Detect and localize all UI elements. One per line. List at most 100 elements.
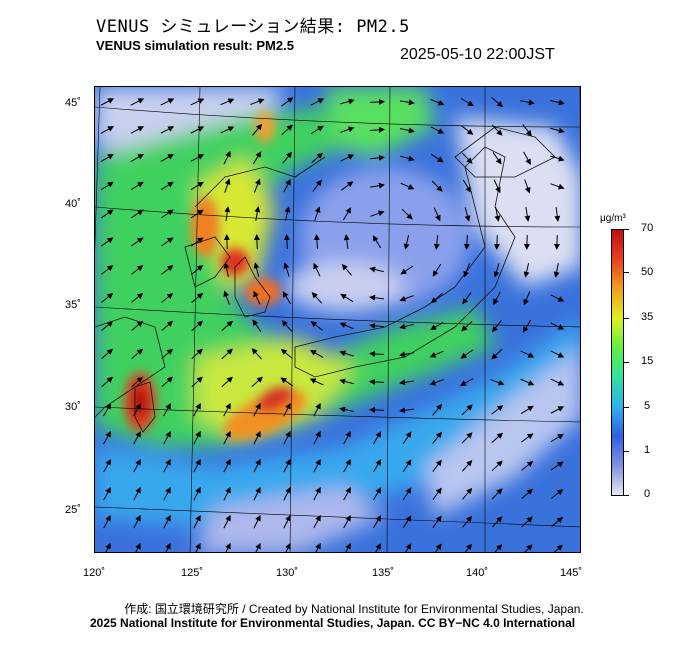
wind-arrow	[252, 151, 262, 165]
wind-arrow	[133, 403, 141, 417]
colorbar-label-15: 15	[641, 355, 654, 367]
wind-arrow	[550, 322, 565, 330]
wind-arrow	[551, 489, 564, 499]
wind-arrow	[309, 378, 324, 386]
wind-arrow	[313, 514, 321, 529]
wind-arrow	[340, 293, 354, 303]
wind-arrow	[223, 486, 231, 501]
wind-arrow	[463, 263, 471, 278]
wind-arrow	[103, 486, 111, 501]
wind-arrow	[105, 542, 111, 552]
wind-arrow	[343, 458, 351, 473]
wind-arrow	[550, 350, 565, 358]
wind-arrow	[101, 237, 114, 247]
wind-arrow	[405, 543, 412, 552]
wind-arrow	[191, 292, 204, 303]
colorbar-label-50: 50	[641, 266, 654, 278]
wind-arrow	[101, 348, 114, 359]
wind-arrow	[490, 379, 505, 386]
wind-arrow	[161, 237, 174, 247]
wind-arrow	[131, 265, 144, 275]
wind-arrow	[432, 515, 442, 528]
wind-arrow	[462, 292, 472, 305]
wind-arrow	[223, 430, 231, 445]
wind-arrow	[252, 123, 263, 136]
wind-arrow	[253, 402, 261, 417]
wind-arrow	[523, 291, 531, 306]
wind-arrow	[163, 458, 171, 473]
wind-arrow	[253, 430, 261, 445]
wind-arrow	[253, 178, 261, 193]
wind-arrow	[554, 206, 561, 222]
wind-arrow	[190, 209, 204, 219]
lat-label-40: 40˚	[65, 198, 81, 210]
wind-arrow	[101, 376, 114, 387]
colorbar-tick	[624, 407, 629, 408]
wind-arrow	[524, 544, 533, 552]
wind-arrow	[460, 97, 474, 107]
wind-arrow	[195, 542, 201, 552]
colorbar-tick	[624, 362, 629, 363]
wind-arrow	[550, 406, 565, 414]
wind-arrow	[402, 431, 412, 445]
wind-arrow	[343, 430, 351, 445]
wind-arrow	[521, 433, 534, 443]
wind-arrow	[369, 378, 385, 385]
lon-label-135: 135˚	[372, 567, 395, 579]
wind-arrow	[190, 126, 205, 134]
wind-arrow	[191, 348, 203, 360]
wind-arrow	[461, 404, 473, 416]
wind-arrow	[133, 431, 141, 445]
wind-arrow	[130, 98, 145, 106]
wind-arrow	[491, 97, 504, 108]
wind-arrow	[373, 487, 382, 501]
wind-arrow	[251, 348, 263, 360]
wind-arrow	[224, 206, 231, 221]
wind-arrow	[161, 265, 174, 275]
wind-arrow	[342, 207, 352, 221]
wind-arrow	[131, 348, 144, 359]
wind-arrow	[399, 351, 414, 358]
wind-arrow	[430, 293, 443, 304]
wind-arrow	[282, 151, 293, 164]
wind-arrow	[339, 322, 354, 330]
wind-arrow	[520, 405, 534, 415]
wind-arrow	[524, 179, 531, 194]
wind-arrow	[253, 262, 260, 277]
wind-arrow	[491, 405, 504, 415]
wind-arrow	[223, 262, 230, 277]
wind-arrow	[191, 265, 204, 275]
wind-arrow	[369, 322, 385, 329]
wind-arrow	[493, 263, 500, 278]
wind-arrow	[343, 234, 350, 250]
wind-arrow	[282, 291, 292, 305]
wind-arrow	[430, 153, 444, 163]
wind-arrow	[369, 406, 385, 413]
wind-arrow	[432, 487, 442, 500]
wind-arrow	[520, 350, 535, 358]
lat-label-25: 25˚	[65, 504, 81, 516]
wind-arrow	[130, 209, 144, 219]
wind-arrow	[400, 127, 415, 134]
wind-arrow	[223, 150, 231, 165]
wind-arrow	[369, 126, 385, 133]
wind-arrow	[462, 515, 473, 528]
wind-arrow	[550, 99, 565, 106]
wind-arrow	[101, 293, 114, 303]
colorbar-tick	[624, 318, 629, 319]
wind-arrow	[550, 183, 565, 190]
wind-arrow	[434, 543, 442, 552]
wind-arrow	[403, 235, 410, 250]
wind-arrow	[190, 98, 205, 106]
colorbar-label-35: 35	[641, 311, 654, 323]
wind-arrow	[313, 234, 320, 250]
lat-label-45: 45˚	[65, 97, 81, 109]
wind-arrow	[550, 127, 565, 134]
lon-label-120: 120˚	[83, 567, 106, 579]
wind-arrow	[163, 486, 171, 501]
wind-arrow	[100, 153, 114, 163]
wind-arrow	[340, 98, 355, 105]
wind-arrow	[283, 402, 291, 417]
wind-arrow	[492, 320, 502, 333]
wind-arrow	[313, 458, 321, 473]
